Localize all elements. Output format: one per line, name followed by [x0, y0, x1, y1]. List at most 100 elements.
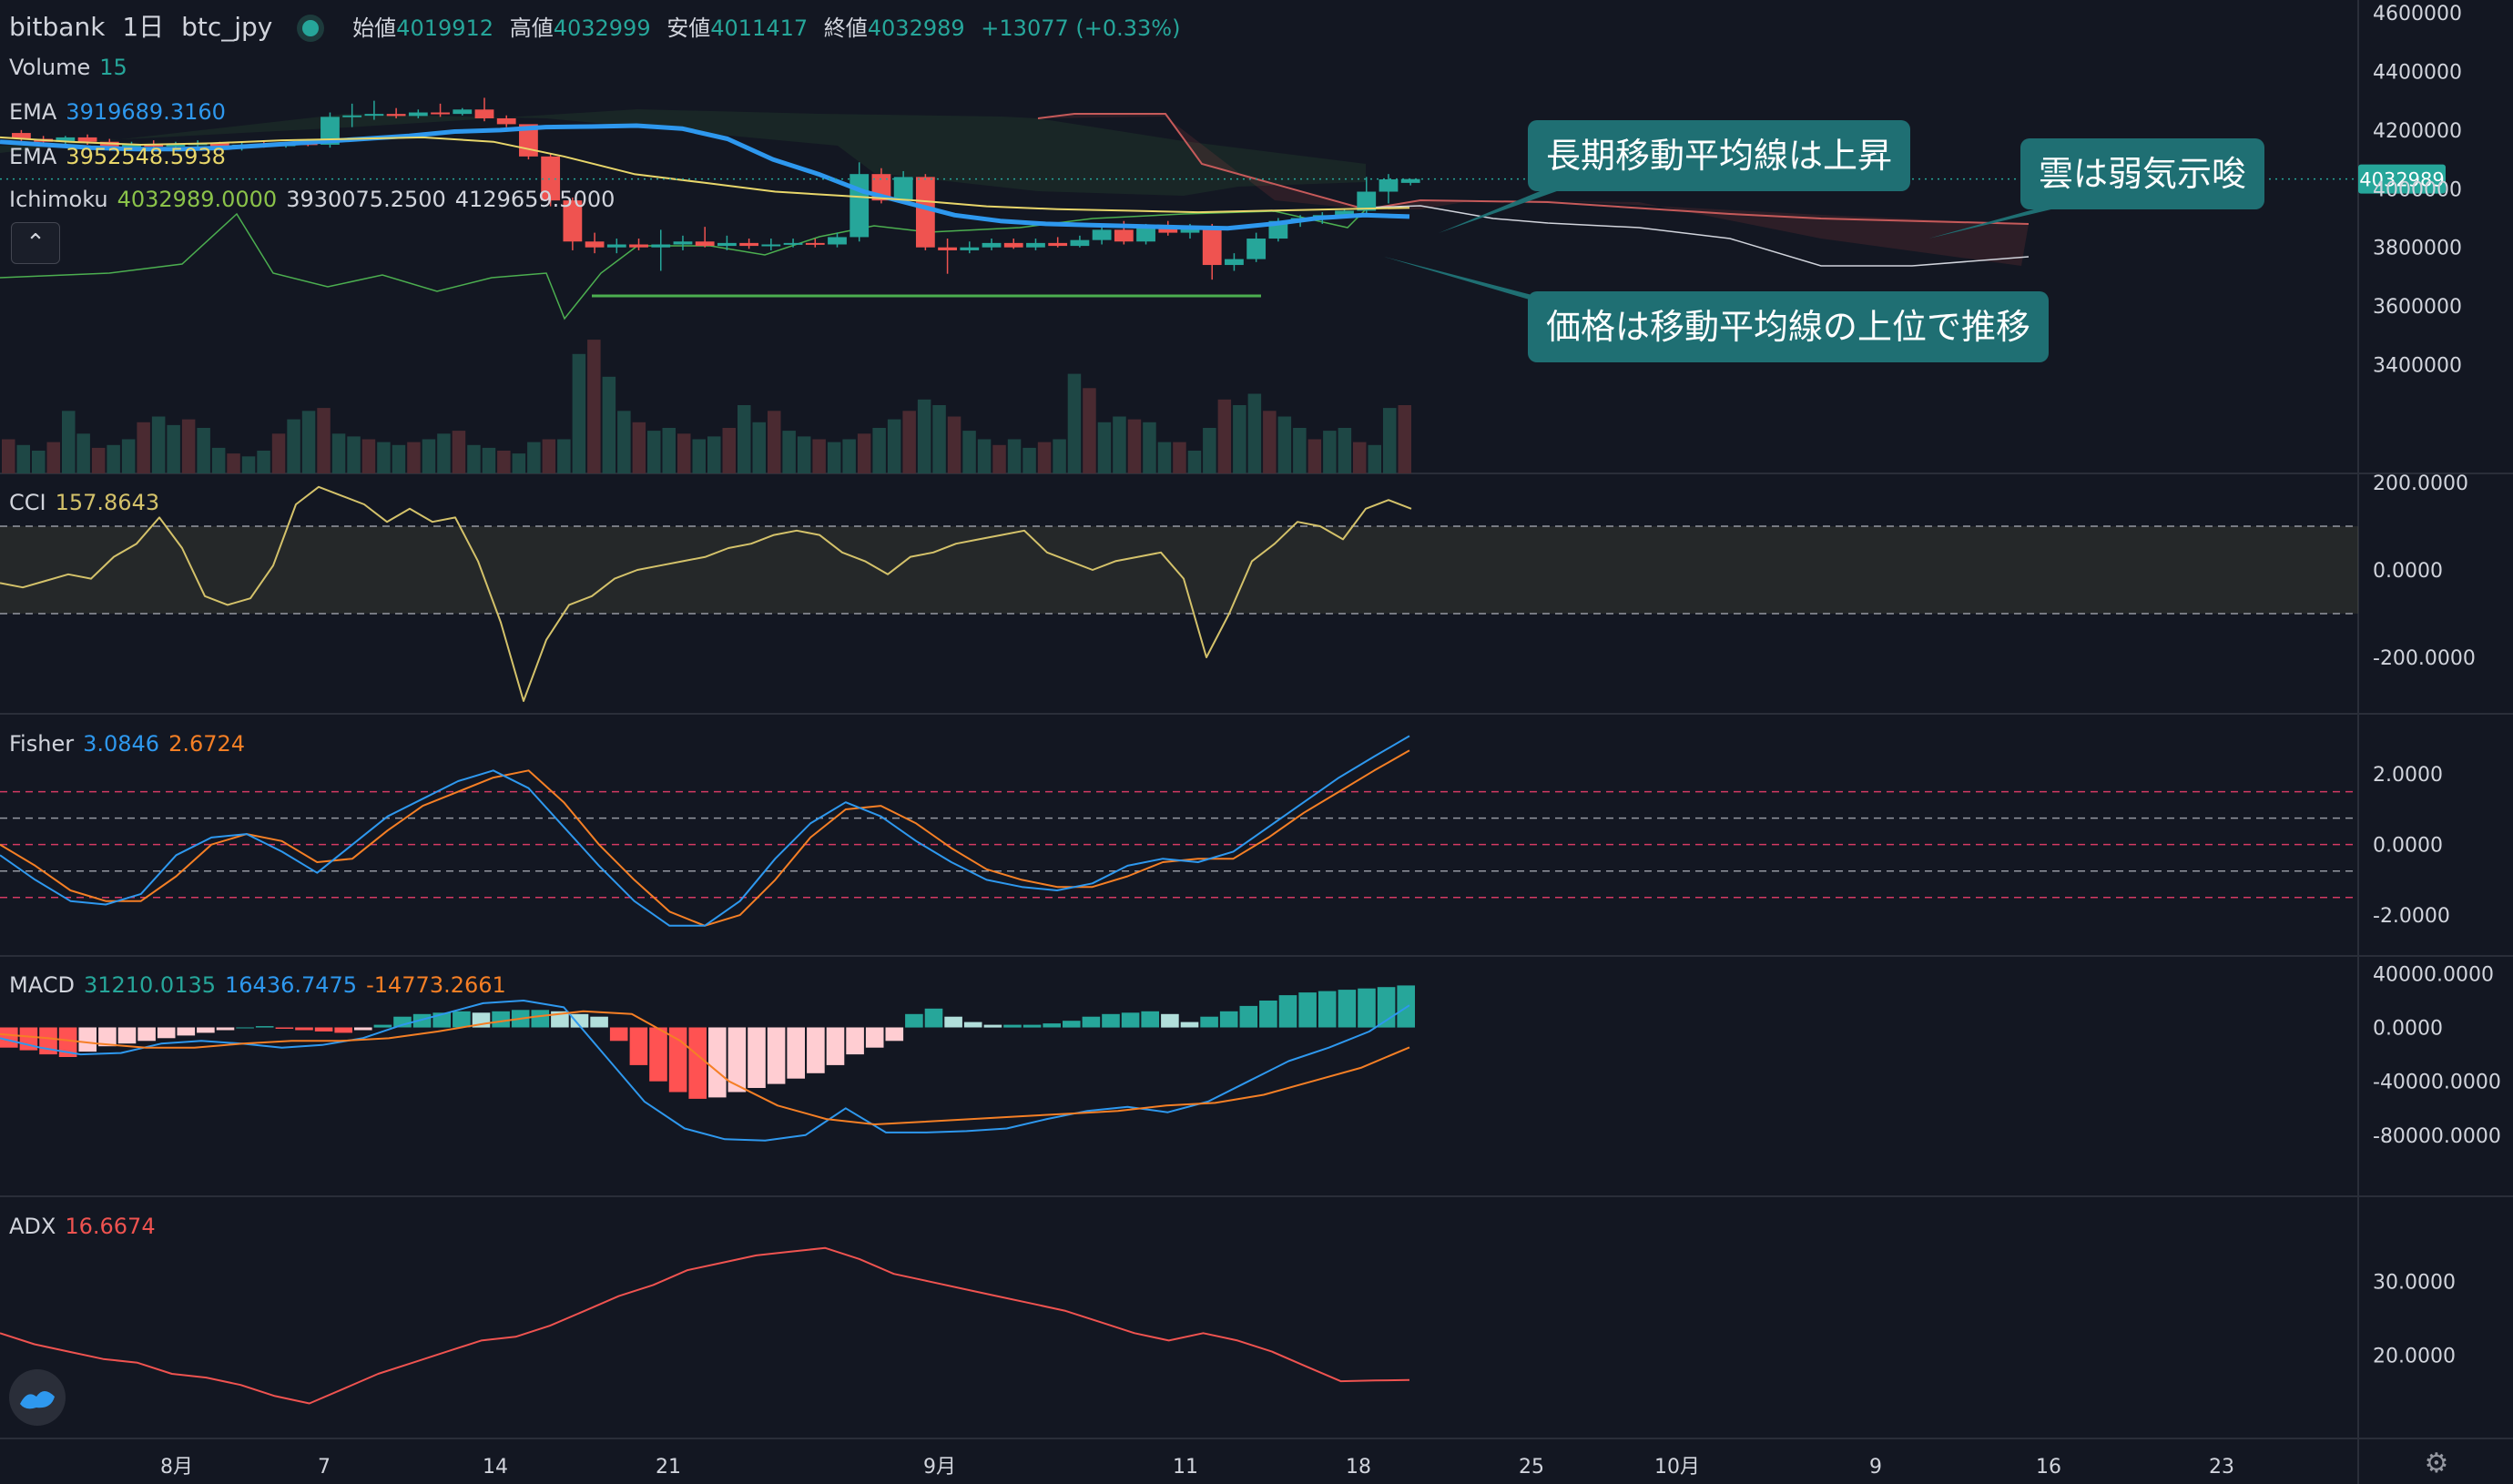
candle	[915, 174, 935, 250]
fisher-value: 3.0846	[83, 731, 160, 757]
volume-bar	[151, 416, 166, 473]
fisher-label: Fisher	[9, 731, 75, 757]
adx-pane[interactable]	[0, 1246, 1410, 1405]
volume-legend: Volume 15	[9, 55, 137, 80]
macd-histogram-bar	[295, 1027, 313, 1031]
cci-line	[0, 485, 1412, 702]
volume-bar	[467, 444, 481, 474]
ichimoku-value-3: 4129659.5000	[454, 187, 616, 212]
macd-histogram-bar	[1358, 988, 1376, 1028]
volume-bar	[947, 416, 961, 473]
callout-long-ma-rising: 長期移動平均線は上昇	[1528, 120, 1911, 191]
macd-pane[interactable]	[0, 985, 1415, 1142]
macd-histogram-bar	[905, 1013, 923, 1028]
macd-histogram-bar	[354, 1027, 372, 1031]
candle	[1070, 235, 1090, 248]
volume-bar	[1037, 442, 1052, 473]
macd-histogram-bar	[748, 1027, 766, 1088]
candle	[342, 103, 362, 127]
macd-histogram-bar	[275, 1027, 294, 1029]
candle	[453, 107, 473, 116]
collapse-legend-button[interactable]: ⌃	[11, 222, 60, 264]
volume-bar	[542, 439, 556, 473]
volume-bar	[2, 439, 15, 473]
volume-bar	[482, 447, 496, 473]
time-axis-tick: 16	[2036, 1456, 2061, 1479]
cci-axis-tick: -200.0000	[2373, 647, 2476, 670]
candle-body	[1357, 191, 1377, 211]
volume-bar	[1203, 428, 1216, 473]
cci-pane[interactable]	[0, 485, 2358, 702]
volume-bar	[331, 433, 346, 474]
fisher-pane[interactable]	[0, 735, 2358, 927]
volume-bar	[768, 411, 781, 474]
time-axis-tick: 9月	[923, 1456, 956, 1479]
candle-body	[563, 200, 583, 242]
adx-axis-tick: 30.0000	[2373, 1271, 2456, 1294]
volume-bar	[347, 436, 361, 473]
callout-pointer-3	[1384, 257, 1571, 305]
live-dot-icon	[302, 20, 320, 36]
macd-histogram-bar	[924, 1008, 943, 1028]
macd-histogram-bar	[216, 1027, 235, 1031]
time-axis-tick: 9	[1869, 1456, 1882, 1479]
volume-bars	[2, 340, 1411, 474]
macd-histogram-bar	[963, 1022, 982, 1028]
adx-label: ADX	[9, 1214, 56, 1239]
candle-body	[99, 141, 119, 148]
symbol[interactable]: btc_jpy	[181, 12, 273, 42]
macd-histogram-bar	[1141, 1011, 1159, 1028]
close-label: 終値	[823, 15, 868, 41]
fisher-axis-tick: -2.0000	[2373, 905, 2450, 928]
volume-bar	[211, 447, 226, 473]
volume-bar	[257, 451, 270, 473]
macd-histogram-bar	[1259, 1001, 1277, 1028]
volume-bar	[392, 444, 406, 474]
volume-bar	[722, 428, 736, 473]
macd-histogram-bar	[157, 1027, 176, 1039]
volume-bar	[827, 442, 841, 473]
exchange-name[interactable]: bitbank	[9, 12, 106, 42]
interval[interactable]: 1日	[122, 12, 165, 42]
settings-gear-icon[interactable]: ⚙	[2424, 1448, 2449, 1479]
fisher-trigger-value: 2.6724	[168, 731, 246, 757]
macd-axis-tick: -40000.0000	[2373, 1072, 2501, 1094]
macd-histogram-bar	[236, 1027, 254, 1029]
candle	[496, 115, 516, 127]
cci-value: 157.8643	[55, 490, 160, 515]
candle	[606, 239, 626, 254]
candle-body	[805, 242, 825, 245]
candle	[585, 232, 605, 254]
macd-histogram-bar	[255, 1026, 274, 1028]
price-axis-tick: 4200000	[2373, 120, 2462, 143]
candle-body	[717, 242, 737, 247]
adx-value: 16.6674	[65, 1214, 156, 1239]
ema-short-line	[0, 136, 1410, 214]
volume-bar	[377, 442, 391, 473]
price-axis-tick: 3400000	[2373, 355, 2462, 378]
candle-body	[1158, 228, 1178, 233]
fisher-axis-tick: 0.0000	[2373, 835, 2443, 858]
tradingview-logo-icon[interactable]	[9, 1369, 66, 1426]
candle-body	[1225, 259, 1244, 266]
volume-bar	[1323, 431, 1337, 473]
volume-bar	[1247, 393, 1262, 473]
candle-body	[1003, 242, 1023, 248]
time-axis-tick: 18	[1346, 1456, 1371, 1479]
ema2-value: 3952548.5938	[66, 144, 226, 169]
price-axis-tick: 4000000	[2373, 178, 2462, 201]
macd-histogram-bar	[885, 1027, 904, 1042]
candle-body	[1400, 178, 1420, 183]
macd-legend: MACD 31210.0135 16436.7475 -14773.2661	[9, 972, 515, 998]
volume-label: Volume	[9, 55, 91, 80]
adx-legend: ADX 16.6674	[9, 1214, 165, 1239]
volume-bar	[872, 428, 886, 473]
volume-bar	[1157, 442, 1172, 473]
volume-bar	[1113, 416, 1126, 473]
volume-bar	[962, 431, 976, 473]
price-pane[interactable]: 4032989	[0, 97, 2446, 474]
candle-body	[320, 117, 340, 145]
ema1-value: 3919689.3160	[66, 99, 226, 125]
